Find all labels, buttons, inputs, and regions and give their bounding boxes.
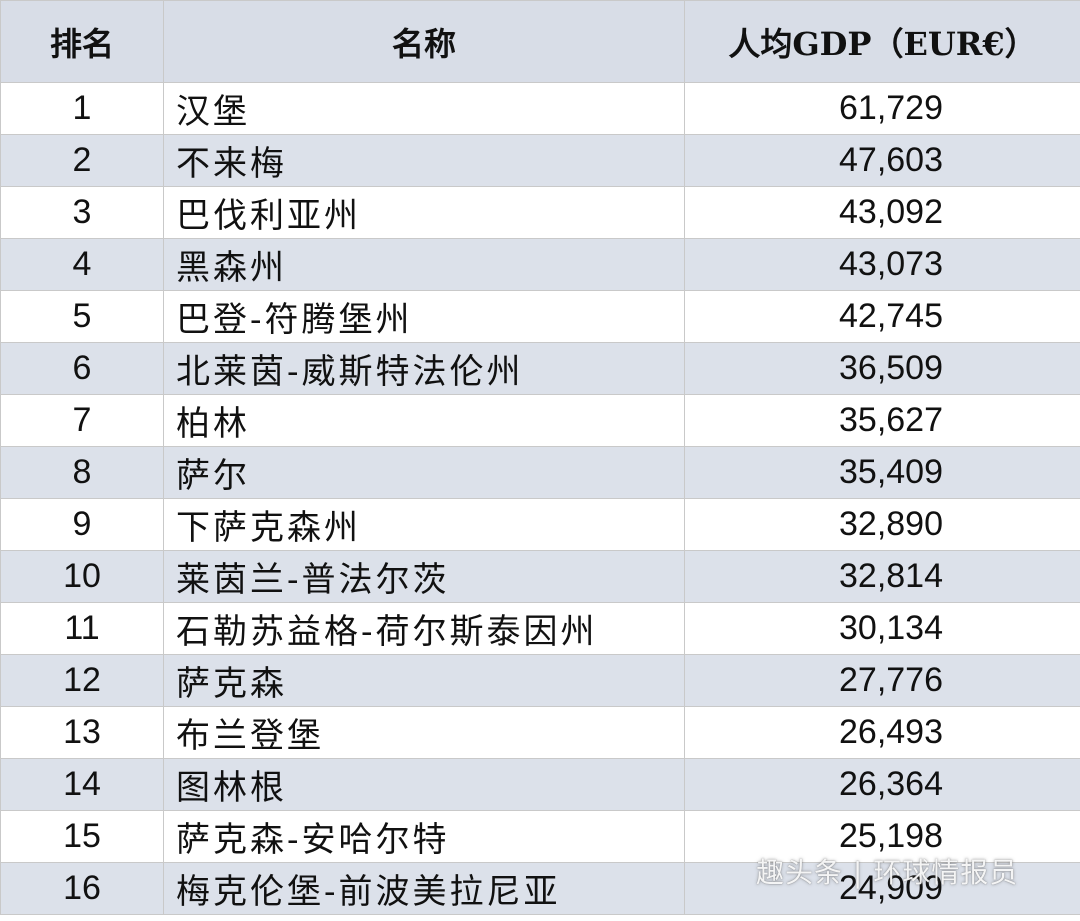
rank-cell: 15 bbox=[0, 810, 164, 863]
name-cell: 不来梅 bbox=[163, 134, 685, 187]
rank-cell: 4 bbox=[0, 238, 164, 291]
gdp-cell: 47,603 bbox=[684, 134, 1080, 187]
name-cell: 图林根 bbox=[163, 758, 685, 811]
gdp-cell: 25,198 bbox=[684, 810, 1080, 863]
name-cell: 梅克伦堡-前波美拉尼亚 bbox=[163, 862, 685, 915]
header-name: 名称 bbox=[163, 0, 685, 83]
table-row: 7 柏林 35,627 bbox=[0, 394, 1080, 447]
gdp-cell: 43,092 bbox=[684, 186, 1080, 239]
header-rank: 排名 bbox=[0, 0, 164, 83]
table-header: 排名 名称 人均GDP（EUR€） bbox=[0, 0, 1080, 83]
name-cell: 萨尔 bbox=[163, 446, 685, 499]
rank-cell: 16 bbox=[0, 862, 164, 915]
table-row: 1 汉堡 61,729 bbox=[0, 82, 1080, 135]
rank-cell: 9 bbox=[0, 498, 164, 551]
gdp-cell: 61,729 bbox=[684, 82, 1080, 135]
rank-cell: 13 bbox=[0, 706, 164, 759]
name-cell: 莱茵兰-普法尔茨 bbox=[163, 550, 685, 603]
table-row: 11 石勒苏益格-荷尔斯泰因州 30,134 bbox=[0, 602, 1080, 655]
gdp-cell: 24,909 bbox=[684, 862, 1080, 915]
table-row: 15 萨克森-安哈尔特 25,198 bbox=[0, 810, 1080, 863]
table-row: 14 图林根 26,364 bbox=[0, 758, 1080, 811]
rank-cell: 8 bbox=[0, 446, 164, 499]
gdp-cell: 26,364 bbox=[684, 758, 1080, 811]
gdp-cell: 27,776 bbox=[684, 654, 1080, 707]
table-row: 12 萨克森 27,776 bbox=[0, 654, 1080, 707]
header-row: 排名 名称 人均GDP（EUR€） bbox=[0, 0, 1080, 83]
table-row: 8 萨尔 35,409 bbox=[0, 446, 1080, 499]
rank-cell: 3 bbox=[0, 186, 164, 239]
table-row: 2 不来梅 47,603 bbox=[0, 134, 1080, 187]
table-row: 9 下萨克森州 32,890 bbox=[0, 498, 1080, 551]
rank-cell: 14 bbox=[0, 758, 164, 811]
rank-cell: 2 bbox=[0, 134, 164, 187]
table-row: 5 巴登-符腾堡州 42,745 bbox=[0, 290, 1080, 343]
table-row: 10 莱茵兰-普法尔茨 32,814 bbox=[0, 550, 1080, 603]
table-row: 16 梅克伦堡-前波美拉尼亚 24,909 bbox=[0, 862, 1080, 915]
rank-cell: 1 bbox=[0, 82, 164, 135]
gdp-cell: 32,814 bbox=[684, 550, 1080, 603]
name-cell: 北莱茵-威斯特法伦州 bbox=[163, 342, 685, 395]
name-cell: 巴伐利亚州 bbox=[163, 186, 685, 239]
gdp-cell: 35,409 bbox=[684, 446, 1080, 499]
gdp-cell: 26,493 bbox=[684, 706, 1080, 759]
name-cell: 柏林 bbox=[163, 394, 685, 447]
name-cell: 黑森州 bbox=[163, 238, 685, 291]
rank-cell: 7 bbox=[0, 394, 164, 447]
gdp-cell: 36,509 bbox=[684, 342, 1080, 395]
name-cell: 下萨克森州 bbox=[163, 498, 685, 551]
name-cell: 萨克森-安哈尔特 bbox=[163, 810, 685, 863]
rank-cell: 10 bbox=[0, 550, 164, 603]
gdp-cell: 32,890 bbox=[684, 498, 1080, 551]
header-gdp: 人均GDP（EUR€） bbox=[684, 0, 1080, 83]
rank-cell: 5 bbox=[0, 290, 164, 343]
rank-cell: 6 bbox=[0, 342, 164, 395]
table-body: 1 汉堡 61,729 2 不来梅 47,603 3 巴伐利亚州 43,092 … bbox=[0, 82, 1080, 915]
table-row: 4 黑森州 43,073 bbox=[0, 238, 1080, 291]
table-row: 6 北莱茵-威斯特法伦州 36,509 bbox=[0, 342, 1080, 395]
rank-cell: 12 bbox=[0, 654, 164, 707]
gdp-cell: 35,627 bbox=[684, 394, 1080, 447]
name-cell: 汉堡 bbox=[163, 82, 685, 135]
gdp-cell: 30,134 bbox=[684, 602, 1080, 655]
name-cell: 石勒苏益格-荷尔斯泰因州 bbox=[163, 602, 685, 655]
name-cell: 萨克森 bbox=[163, 654, 685, 707]
rank-cell: 11 bbox=[0, 602, 164, 655]
name-cell: 巴登-符腾堡州 bbox=[163, 290, 685, 343]
gdp-cell: 42,745 bbox=[684, 290, 1080, 343]
table-row: 3 巴伐利亚州 43,092 bbox=[0, 186, 1080, 239]
table-row: 13 布兰登堡 26,493 bbox=[0, 706, 1080, 759]
name-cell: 布兰登堡 bbox=[163, 706, 685, 759]
gdp-cell: 43,073 bbox=[684, 238, 1080, 291]
